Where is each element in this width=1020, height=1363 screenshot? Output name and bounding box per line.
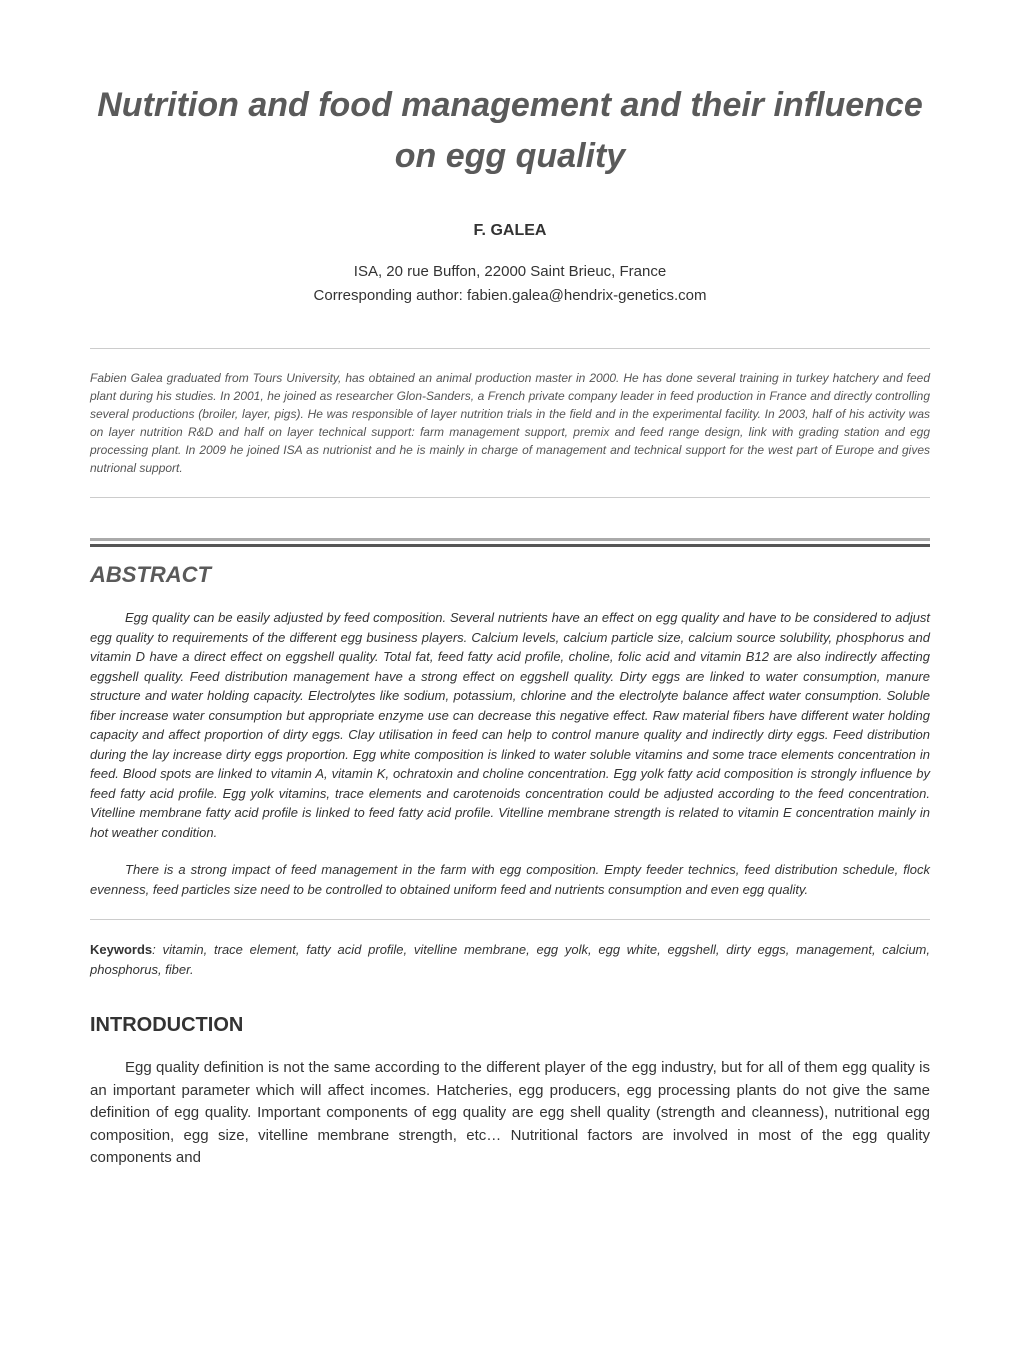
section-divider (90, 538, 930, 547)
abstract-heading: ABSTRACT (90, 562, 930, 588)
abstract-paragraph: There is a strong impact of feed managem… (90, 860, 930, 899)
body-paragraph: Egg quality definition is not the same a… (90, 1057, 930, 1170)
keywords-text: : vitamin, trace element, fatty acid pro… (90, 942, 930, 977)
affiliation-address: ISA, 20 rue Buffon, 22000 Saint Brieuc, … (90, 260, 930, 284)
section-bar-dark (90, 544, 930, 547)
divider (90, 497, 930, 498)
abstract-paragraph: Egg quality can be easily adjusted by fe… (90, 608, 930, 842)
author-name: F. GALEA (90, 222, 930, 240)
section-bar-grey (90, 538, 930, 541)
divider (90, 919, 930, 920)
corresponding-author: Corresponding author: fabien.galea@hendr… (90, 284, 930, 308)
affiliation-block: ISA, 20 rue Buffon, 22000 Saint Brieuc, … (90, 260, 930, 308)
divider (90, 348, 930, 349)
paper-title: Nutrition and food management and their … (90, 80, 930, 182)
introduction-heading: INTRODUCTION (90, 1014, 930, 1037)
keywords-block: Keywords: vitamin, trace element, fatty … (90, 940, 930, 979)
keywords-label: Keywords (90, 942, 152, 957)
author-bio: Fabien Galea graduated from Tours Univer… (90, 369, 930, 477)
